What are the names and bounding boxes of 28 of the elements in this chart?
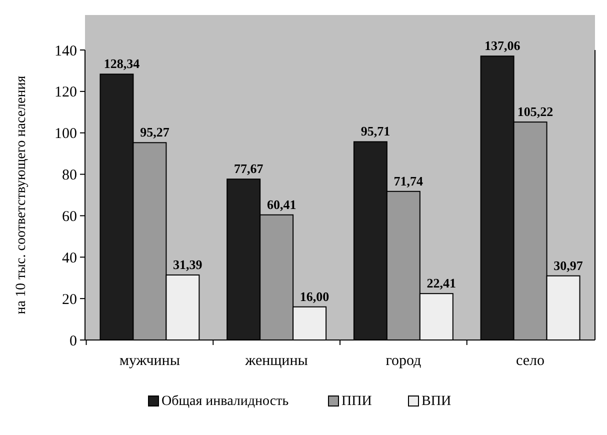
data-label: 16,00 <box>300 288 330 304</box>
x-tick-label: село <box>516 353 545 369</box>
x-tick-label: мужчины <box>119 353 180 369</box>
legend-label: ППИ <box>342 394 372 409</box>
y-tick-label: 80 <box>62 168 77 184</box>
y-axis-title: на 10 тыс. соответствующего населения <box>14 75 29 314</box>
data-label: 60,41 <box>266 196 296 212</box>
x-tick-label: город <box>386 353 422 369</box>
y-tick-label: 0 <box>70 333 77 350</box>
y-tick-label: 40 <box>62 250 77 266</box>
legend-label: Общая инвалидность <box>162 394 289 409</box>
data-label: 95,71 <box>360 124 390 139</box>
data-label: 137,06 <box>484 38 521 54</box>
y-tick-label: 60 <box>62 208 77 225</box>
data-label: 30,97 <box>554 258 584 273</box>
y-tick-label: 140 <box>54 43 77 60</box>
x-tick-label: женщины <box>244 353 308 369</box>
data-label: 22,41 <box>426 276 456 291</box>
y-tick-label: 120 <box>54 84 77 101</box>
data-label: 31,39 <box>173 256 203 272</box>
y-tick-label: 20 <box>62 292 77 308</box>
y-tick-label: 100 <box>54 126 77 142</box>
legend-label: ВПИ <box>422 394 452 409</box>
data-label: 105,22 <box>517 104 554 120</box>
data-label: 95,27 <box>140 124 170 140</box>
data-label: 77,67 <box>234 161 264 176</box>
data-label: 128,34 <box>104 56 140 72</box>
data-label: 71,74 <box>394 173 424 188</box>
